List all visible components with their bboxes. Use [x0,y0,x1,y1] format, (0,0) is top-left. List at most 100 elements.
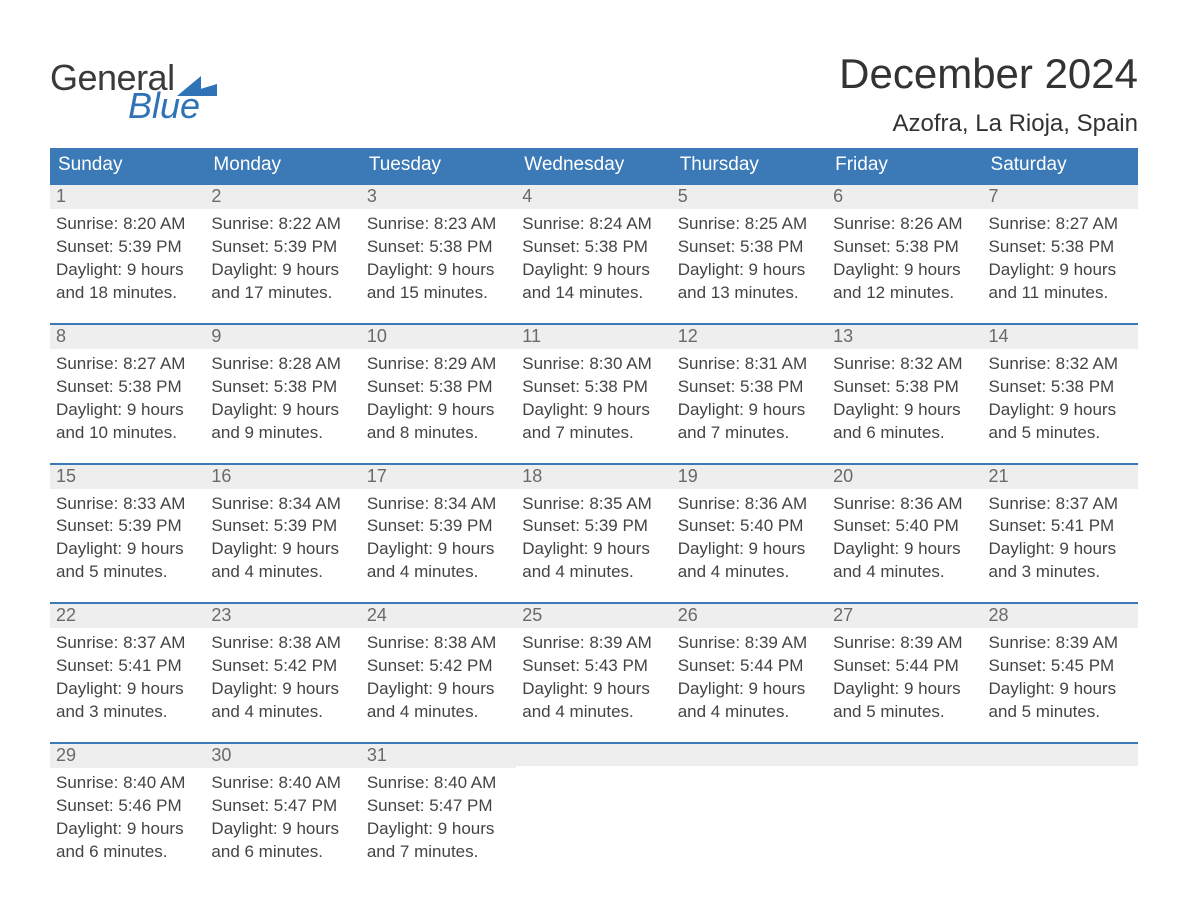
day-number: 26 [672,602,827,628]
day-body: Sunrise: 8:34 AMSunset: 5:39 PMDaylight:… [205,489,360,585]
daylight-line: Daylight: 9 hours and 12 minutes. [833,259,976,305]
sunrise-line: Sunrise: 8:34 AM [367,493,510,516]
sunrise-line: Sunrise: 8:25 AM [678,213,821,236]
daylight-line: Daylight: 9 hours and 4 minutes. [678,678,821,724]
day-cell: 13Sunrise: 8:32 AMSunset: 5:38 PMDayligh… [827,323,982,445]
day-cell: 24Sunrise: 8:38 AMSunset: 5:42 PMDayligh… [361,602,516,724]
month-title: December 2024 [839,50,1138,98]
sunrise-line: Sunrise: 8:38 AM [367,632,510,655]
day-number: 1 [50,183,205,209]
header: General Blue December 2024 Azofra, La Ri… [50,50,1138,138]
daylight-line: Daylight: 9 hours and 4 minutes. [211,538,354,584]
sunrise-line: Sunrise: 8:31 AM [678,353,821,376]
sunrise-line: Sunrise: 8:20 AM [56,213,199,236]
daylight-line: Daylight: 9 hours and 13 minutes. [678,259,821,305]
sunset-line: Sunset: 5:38 PM [522,376,665,399]
day-body: Sunrise: 8:23 AMSunset: 5:38 PMDaylight:… [361,209,516,305]
day-body: Sunrise: 8:31 AMSunset: 5:38 PMDaylight:… [672,349,827,445]
day-number: 21 [983,463,1138,489]
day-number: 12 [672,323,827,349]
day-number: 10 [361,323,516,349]
sunrise-line: Sunrise: 8:35 AM [522,493,665,516]
day-cell: 14Sunrise: 8:32 AMSunset: 5:38 PMDayligh… [983,323,1138,445]
sunrise-line: Sunrise: 8:39 AM [833,632,976,655]
day-number: 27 [827,602,982,628]
weekday-header: Sunday [50,148,205,183]
day-body [672,766,827,858]
day-body: Sunrise: 8:27 AMSunset: 5:38 PMDaylight:… [983,209,1138,305]
sunrise-line: Sunrise: 8:39 AM [678,632,821,655]
day-body: Sunrise: 8:40 AMSunset: 5:47 PMDaylight:… [205,768,360,864]
day-number: 22 [50,602,205,628]
sunrise-line: Sunrise: 8:40 AM [56,772,199,795]
day-number: 28 [983,602,1138,628]
day-number: 4 [516,183,671,209]
daylight-line: Daylight: 9 hours and 4 minutes. [367,538,510,584]
daylight-line: Daylight: 9 hours and 4 minutes. [833,538,976,584]
day-cell: 4 Sunrise: 8:24 AMSunset: 5:38 PMDaylight… [516,183,671,305]
sunset-line: Sunset: 5:39 PM [211,515,354,538]
day-cell [827,742,982,864]
daylight-line: Daylight: 9 hours and 3 minutes. [56,678,199,724]
sunset-line: Sunset: 5:38 PM [367,376,510,399]
day-cell: 8Sunrise: 8:27 AMSunset: 5:38 PMDaylight… [50,323,205,445]
sunset-line: Sunset: 5:45 PM [989,655,1132,678]
day-body: Sunrise: 8:39 AMSunset: 5:44 PMDaylight:… [672,628,827,724]
day-body: Sunrise: 8:39 AMSunset: 5:45 PMDaylight:… [983,628,1138,724]
sunset-line: Sunset: 5:38 PM [678,376,821,399]
weekday-header: Saturday [983,148,1138,183]
daylight-line: Daylight: 9 hours and 10 minutes. [56,399,199,445]
day-body: Sunrise: 8:26 AMSunset: 5:38 PMDaylight:… [827,209,982,305]
week-row: 29Sunrise: 8:40 AMSunset: 5:46 PMDayligh… [50,742,1138,864]
weeks-container: 1Sunrise: 8:20 AMSunset: 5:39 PMDaylight… [50,183,1138,864]
day-cell: 22Sunrise: 8:37 AMSunset: 5:41 PMDayligh… [50,602,205,724]
sunrise-line: Sunrise: 8:28 AM [211,353,354,376]
day-number: 18 [516,463,671,489]
sunrise-line: Sunrise: 8:24 AM [522,213,665,236]
sunrise-line: Sunrise: 8:40 AM [211,772,354,795]
day-number: 7 [983,183,1138,209]
day-cell: 10Sunrise: 8:29 AMSunset: 5:38 PMDayligh… [361,323,516,445]
day-body: Sunrise: 8:22 AMSunset: 5:39 PMDaylight:… [205,209,360,305]
sunrise-line: Sunrise: 8:36 AM [678,493,821,516]
sunrise-line: Sunrise: 8:32 AM [989,353,1132,376]
day-body: Sunrise: 8:29 AMSunset: 5:38 PMDaylight:… [361,349,516,445]
daylight-line: Daylight: 9 hours and 6 minutes. [211,818,354,864]
day-number: 3 [361,183,516,209]
day-cell [983,742,1138,864]
day-number: 6 [827,183,982,209]
day-number [983,742,1138,766]
daylight-line: Daylight: 9 hours and 8 minutes. [367,399,510,445]
sunrise-line: Sunrise: 8:33 AM [56,493,199,516]
day-body [516,766,671,858]
daylight-line: Daylight: 9 hours and 5 minutes. [989,399,1132,445]
sunrise-line: Sunrise: 8:34 AM [211,493,354,516]
sunrise-line: Sunrise: 8:30 AM [522,353,665,376]
sunrise-line: Sunrise: 8:38 AM [211,632,354,655]
daylight-line: Daylight: 9 hours and 4 minutes. [367,678,510,724]
day-number: 13 [827,323,982,349]
sunset-line: Sunset: 5:38 PM [367,236,510,259]
day-cell: 31Sunrise: 8:40 AMSunset: 5:47 PMDayligh… [361,742,516,864]
daylight-line: Daylight: 9 hours and 7 minutes. [367,818,510,864]
day-number [516,742,671,766]
daylight-line: Daylight: 9 hours and 14 minutes. [522,259,665,305]
location-text: Azofra, La Rioja, Spain [839,110,1138,138]
day-number: 25 [516,602,671,628]
sunset-line: Sunset: 5:41 PM [56,655,199,678]
day-cell [672,742,827,864]
day-number: 24 [361,602,516,628]
day-cell: 26Sunrise: 8:39 AMSunset: 5:44 PMDayligh… [672,602,827,724]
daylight-line: Daylight: 9 hours and 7 minutes. [678,399,821,445]
daylight-line: Daylight: 9 hours and 4 minutes. [522,678,665,724]
sunset-line: Sunset: 5:44 PM [678,655,821,678]
day-cell: 28Sunrise: 8:39 AMSunset: 5:45 PMDayligh… [983,602,1138,724]
sunset-line: Sunset: 5:46 PM [56,795,199,818]
logo: General Blue [50,60,217,124]
sunset-line: Sunset: 5:38 PM [833,376,976,399]
sunrise-line: Sunrise: 8:37 AM [989,493,1132,516]
day-number: 31 [361,742,516,768]
weekday-header: Friday [827,148,982,183]
day-body: Sunrise: 8:30 AMSunset: 5:38 PMDaylight:… [516,349,671,445]
sunset-line: Sunset: 5:38 PM [522,236,665,259]
